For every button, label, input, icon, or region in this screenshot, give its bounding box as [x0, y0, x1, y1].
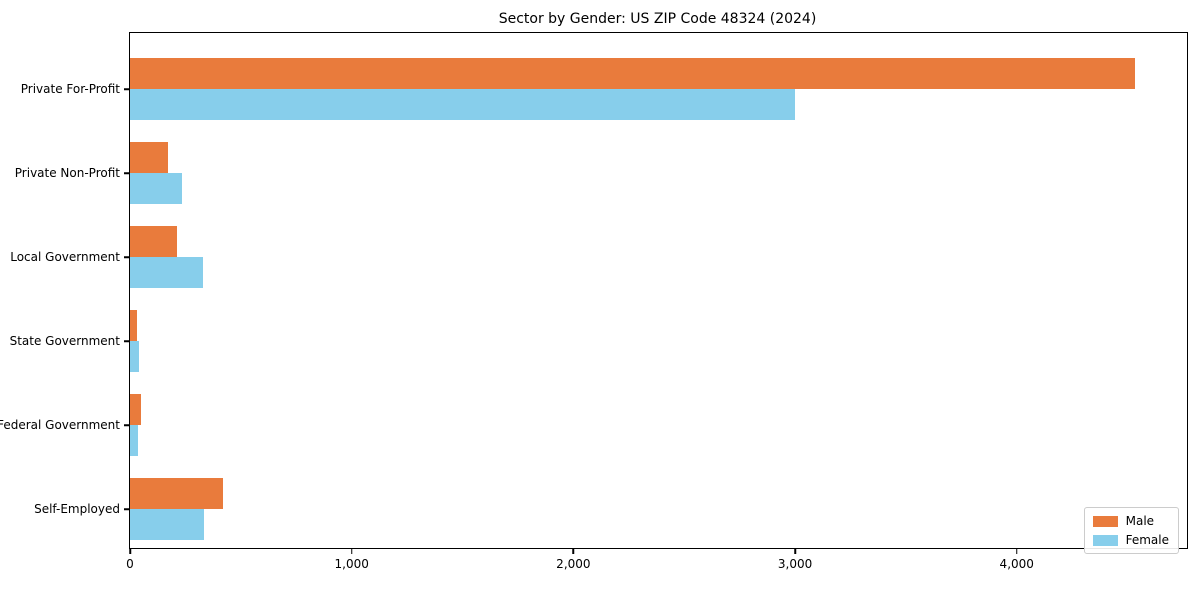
- y-tick-mark: [124, 88, 130, 90]
- x-tick-label-1-000: 1,000: [334, 557, 369, 571]
- legend-swatch-male: [1092, 515, 1118, 527]
- x-tick-label-3-000: 3,000: [777, 557, 813, 571]
- y-tick-mark: [124, 424, 130, 426]
- x-tick-mark: [1015, 548, 1018, 554]
- legend-item-female: Female: [1092, 533, 1169, 547]
- legend-label-male: Male: [1125, 514, 1155, 528]
- x-tick-mark: [794, 548, 796, 554]
- bar-female-state-government: [130, 341, 139, 372]
- bar-female-private-for-profit: [130, 89, 796, 120]
- bar-female-federal-government: [130, 425, 138, 456]
- x-tick-mark: [129, 548, 131, 554]
- legend-swatch-female: [1092, 534, 1118, 546]
- bar-male-private-non-profit: [130, 142, 168, 173]
- x-tick-mark: [572, 548, 575, 554]
- y-tick-mark: [124, 256, 130, 258]
- bar-male-state-government: [130, 310, 137, 341]
- x-tick-label-0: 0: [126, 557, 134, 571]
- legend-label-female: Female: [1125, 533, 1169, 547]
- bar-female-private-non-profit: [130, 173, 183, 204]
- y-tick-label-local-government: Local Government: [10, 250, 120, 264]
- x-tick-label-4-000: 4,000: [999, 557, 1034, 571]
- bar-male-private-for-profit: [130, 58, 1136, 89]
- y-tick-label-private-non-profit: Private Non-Profit: [14, 166, 120, 180]
- y-tick-label-federal-government: Federal Government: [0, 418, 120, 432]
- x-tick-mark: [350, 548, 353, 554]
- legend: Male Female: [1083, 507, 1179, 554]
- chart-title: Sector by Gender: US ZIP Code 48324 (202…: [498, 11, 817, 27]
- y-tick-mark: [124, 508, 130, 510]
- y-tick-mark: [124, 340, 130, 342]
- y-tick-label-private-for-profit: Private For-Profit: [20, 82, 120, 96]
- bar-male-federal-government: [130, 394, 142, 425]
- y-tick-mark: [124, 172, 130, 174]
- plot-area: Private For-Profit Private Non-Profit Loca…: [0, 32, 1188, 571]
- bar-male-self-employed: [130, 478, 224, 509]
- x-tick-label-2-000: 2,000: [556, 557, 591, 571]
- bar-male-local-government: [130, 226, 177, 257]
- y-tick-label-self-employed: Self-Employed: [34, 502, 120, 516]
- bar-female-local-government: [130, 257, 204, 288]
- legend-item-male: Male: [1092, 514, 1169, 528]
- y-tick-label-state-government: State Government: [9, 334, 120, 348]
- bar-female-self-employed: [130, 509, 205, 540]
